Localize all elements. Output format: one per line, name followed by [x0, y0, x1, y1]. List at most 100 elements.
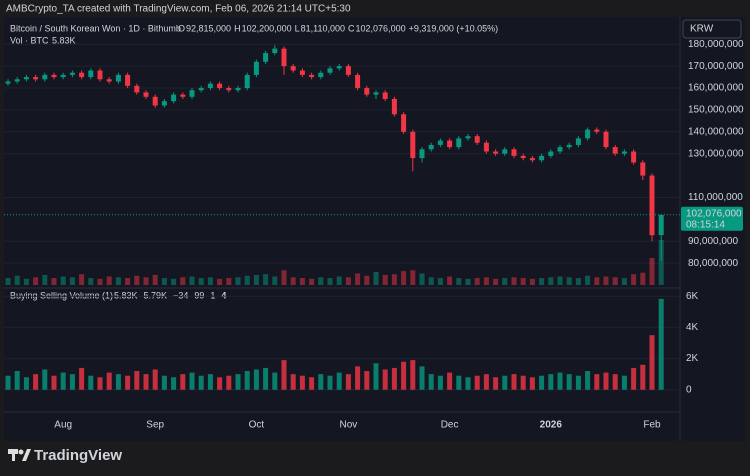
logo — [8, 449, 31, 461]
volume-bar — [143, 277, 149, 285]
candle-body — [33, 77, 39, 80]
volume-bar — [33, 277, 39, 285]
candle-body — [566, 144, 572, 148]
volume-bar — [125, 278, 131, 285]
footer-brand: TradingView — [34, 447, 122, 464]
volume-bar — [640, 272, 646, 285]
volume-bar — [437, 278, 443, 285]
volume-bar — [299, 278, 305, 285]
indicator-value: −34 — [173, 290, 188, 300]
candle-body — [594, 129, 600, 132]
candle-body — [97, 70, 103, 80]
indicator-bar — [511, 374, 517, 390]
indicator-bar — [603, 372, 609, 390]
candle-body — [520, 155, 526, 159]
candle-body — [391, 98, 397, 115]
candle-body — [355, 74, 361, 89]
indicator-value: 4 — [221, 290, 226, 300]
candle-body — [198, 88, 204, 91]
volume-bar — [97, 278, 103, 285]
candle-body — [309, 74, 315, 78]
candle-body — [511, 149, 517, 156]
candle-body — [649, 175, 655, 236]
volume-bar — [548, 277, 554, 285]
volume-bar — [327, 278, 333, 285]
volume-bar — [60, 276, 66, 285]
volume-bar — [106, 276, 112, 285]
last-price-label: 102,076,000 — [686, 208, 742, 219]
indicator-bar — [253, 369, 259, 390]
indicator-bar — [143, 374, 149, 390]
candle-body — [115, 74, 121, 82]
indicator-bar — [493, 377, 499, 390]
indicator-bar — [594, 374, 600, 390]
legend-label: C — [348, 23, 355, 33]
volume-bar — [51, 278, 57, 285]
volume-bar — [263, 274, 269, 285]
volume-bar — [152, 274, 158, 285]
y-tick-label: 110,000,000 — [688, 192, 743, 203]
volume-bar — [575, 278, 581, 285]
indicator-bar — [612, 374, 618, 390]
indicator-bar — [437, 375, 443, 390]
countdown: 08:15:14 — [686, 219, 725, 230]
volume-bar — [42, 274, 48, 285]
x-tick-label: Sep — [146, 420, 164, 431]
legend-value: 81,110,000 — [301, 23, 345, 33]
indicator-bar — [621, 375, 627, 390]
volume-bar — [134, 275, 140, 285]
candle-body — [272, 48, 278, 54]
candle-body — [23, 77, 29, 80]
volume-bar — [658, 240, 664, 285]
candle-body — [539, 155, 545, 161]
indicator-bar — [575, 375, 581, 390]
x-tick-label: Oct — [249, 420, 265, 431]
indicator-bar — [33, 374, 39, 390]
indicator-bar — [456, 375, 462, 390]
candle-body — [180, 94, 186, 97]
legend-value: 102,200,000 — [242, 23, 292, 33]
candle-body — [410, 131, 416, 159]
candle-body — [235, 88, 241, 91]
candle-body — [125, 74, 131, 86]
volume-bar — [566, 277, 572, 285]
indicator-bar — [520, 375, 526, 390]
y-tick-label: 180,000,000 — [688, 39, 744, 50]
volume-bar — [235, 277, 241, 285]
y-tick-label: 160,000,000 — [688, 83, 744, 94]
candle-body — [364, 88, 370, 95]
candle-body — [60, 74, 66, 78]
indicator-bar — [207, 374, 213, 390]
volume-bar — [336, 276, 342, 285]
candle-body — [69, 72, 75, 75]
volume-bar — [244, 275, 250, 285]
legend-label: H — [234, 23, 241, 33]
indicator-bar — [649, 335, 655, 390]
indicator-bar — [483, 374, 489, 390]
legend-label: O — [178, 23, 185, 33]
volume-bar — [115, 277, 121, 285]
indicator-bar — [631, 367, 637, 390]
volume-bar — [410, 270, 416, 285]
indicator-bar — [401, 361, 407, 390]
indicator-bar — [640, 364, 646, 390]
volume-bar — [612, 277, 618, 285]
y-tick-label: 130,000,000 — [688, 148, 744, 159]
indicator-name: Buying Selling Volume (1) — [10, 290, 113, 300]
indicator-bar — [152, 369, 158, 390]
indicator-bar — [171, 377, 177, 390]
x-tick-label: Nov — [340, 420, 358, 431]
currency-box[interactable] — [682, 19, 742, 39]
currency: KRW — [690, 24, 714, 35]
candle-body — [171, 94, 177, 102]
candle-body — [456, 138, 462, 148]
candle-body — [263, 53, 269, 62]
candle-body — [575, 138, 581, 145]
indicator-bar — [539, 375, 545, 390]
candle-body — [290, 66, 296, 71]
indicator-value: 5.83K — [114, 290, 138, 300]
candle-body — [447, 140, 453, 148]
y-tick-label: 170,000,000 — [688, 61, 744, 72]
indicator-bar — [23, 377, 29, 390]
